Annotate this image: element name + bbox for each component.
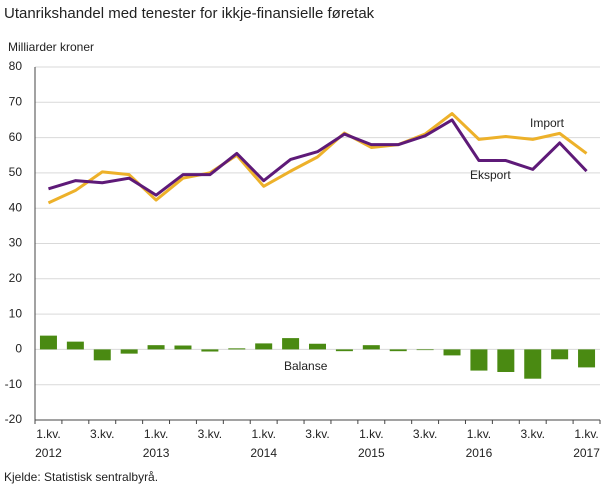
bar (309, 343, 326, 350)
x-tick-label: 1.kv. (467, 427, 491, 441)
bar (228, 348, 246, 350)
bar (335, 349, 353, 352)
y-tick-label: 40 (9, 200, 23, 214)
x-tick-label: 3.kv. (90, 427, 114, 441)
x-year-label: 2013 (143, 446, 170, 460)
y-axis-label: Milliarder kroner (8, 40, 94, 54)
bar (120, 349, 138, 354)
bar (470, 349, 488, 371)
y-tick-label: 50 (9, 165, 23, 179)
bar (147, 345, 165, 350)
x-tick-label: 1.kv. (574, 427, 598, 441)
bar (201, 349, 219, 352)
bar (524, 349, 542, 379)
y-tick-label: 0 (15, 342, 22, 356)
x-tick-label: 3.kv. (305, 427, 329, 441)
bar (578, 349, 596, 368)
bar (443, 349, 461, 356)
source: Kjelde: Statistisk sentralbyrå. (4, 470, 158, 484)
bar (66, 341, 84, 350)
x-year-label: 2016 (466, 446, 493, 460)
bar (255, 343, 273, 350)
x-tick-label: 3.kv. (198, 427, 222, 441)
series-label: Import (530, 116, 565, 130)
bar (93, 349, 111, 361)
y-tick-label: -10 (5, 377, 23, 391)
series-label: Eksport (470, 168, 511, 182)
y-tick-label: 20 (9, 271, 23, 285)
y-tick-label: 70 (9, 94, 23, 108)
x-year-label: 2015 (358, 446, 385, 460)
y-tick-label: 10 (9, 306, 23, 320)
x-tick-label: 1.kv. (251, 427, 275, 441)
bar (497, 349, 515, 372)
series-label: Balanse (284, 359, 328, 373)
x-year-label: 2014 (250, 446, 277, 460)
bar (362, 345, 380, 350)
bar (174, 345, 192, 350)
bar (282, 338, 300, 350)
line (47, 112, 588, 205)
x-tick-label: 3.kv. (521, 427, 545, 441)
y-tick-label: 80 (9, 59, 23, 73)
x-tick-label: 3.kv. (413, 427, 437, 441)
y-tick-label: 30 (9, 236, 23, 250)
chart-title: Utanrikshandel med tenester for ikkje-fi… (4, 5, 375, 22)
x-tick-label: 1.kv. (144, 427, 168, 441)
bar (416, 349, 434, 351)
line (48, 118, 588, 197)
bar (39, 335, 57, 350)
y-tick-label: -20 (5, 412, 23, 426)
bar (551, 349, 569, 360)
x-year-label: 2017 (573, 446, 600, 460)
x-tick-label: 1.kv. (36, 427, 60, 441)
x-year-label: 2012 (35, 446, 62, 460)
y-tick-label: 60 (9, 130, 23, 144)
bar (389, 349, 407, 352)
x-tick-label: 1.kv. (359, 427, 383, 441)
